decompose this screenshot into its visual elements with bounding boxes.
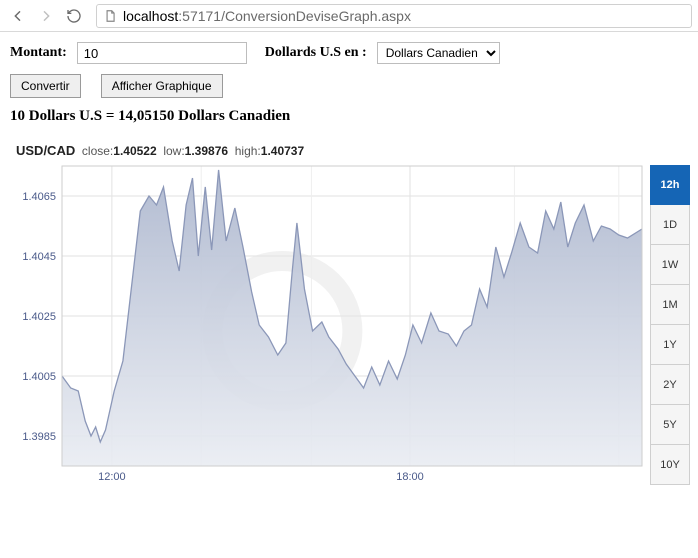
- range-1w[interactable]: 1W: [650, 245, 690, 285]
- browser-toolbar: localhost:57171/ConversionDeviseGraph.as…: [0, 0, 698, 32]
- reload-button[interactable]: [62, 4, 86, 28]
- range-12h[interactable]: 12h: [650, 165, 690, 205]
- back-button[interactable]: [6, 4, 30, 28]
- svg-text:1.4025: 1.4025: [22, 311, 56, 323]
- range-5y[interactable]: 5Y: [650, 405, 690, 445]
- convert-button[interactable]: Convertir: [10, 74, 81, 98]
- forward-button[interactable]: [34, 4, 58, 28]
- range-1y[interactable]: 1Y: [650, 325, 690, 365]
- amount-input[interactable]: [77, 42, 247, 64]
- range-1m[interactable]: 1M: [650, 285, 690, 325]
- svg-text:1.3985: 1.3985: [22, 431, 56, 443]
- svg-text:18:00: 18:00: [396, 471, 424, 483]
- currency-select[interactable]: Dollars Canadien: [377, 42, 500, 64]
- address-bar[interactable]: localhost:57171/ConversionDeviseGraph.as…: [96, 4, 692, 28]
- url-text: localhost:57171/ConversionDeviseGraph.as…: [123, 8, 411, 24]
- range-1d[interactable]: 1D: [650, 205, 690, 245]
- range-2y[interactable]: 2Y: [650, 365, 690, 405]
- currency-in-label: Dollards U.S en :: [265, 45, 367, 61]
- chart-container: 1.3985 1.4005 1.4025 1.4045 1.4065 12:00 18:00…: [10, 160, 690, 490]
- svg-text:12:00: 12:00: [98, 471, 126, 483]
- svg-text:1.4065: 1.4065: [22, 191, 56, 203]
- amount-label: Montant:: [10, 45, 67, 61]
- range-10y[interactable]: 10Y: [650, 445, 690, 485]
- show-graph-button[interactable]: Afficher Graphique: [101, 74, 223, 98]
- rate-chart: 1.3985 1.4005 1.4025 1.4045 1.4065 12:00 18:00: [10, 160, 650, 485]
- page-icon: [103, 9, 117, 23]
- svg-text:1.4045: 1.4045: [22, 251, 56, 263]
- time-range-selector: 12h1D1W1M1Y2Y5Y10Y: [650, 165, 690, 485]
- currency-pair: USD/CAD: [16, 143, 75, 158]
- conversion-result: 10 Dollars U.S = 14,05150 Dollars Canadi…: [10, 108, 688, 125]
- svg-text:1.4005: 1.4005: [22, 371, 56, 383]
- chart-stats: USD/CAD close:1.40522 low:1.39876 high:1…: [16, 143, 688, 158]
